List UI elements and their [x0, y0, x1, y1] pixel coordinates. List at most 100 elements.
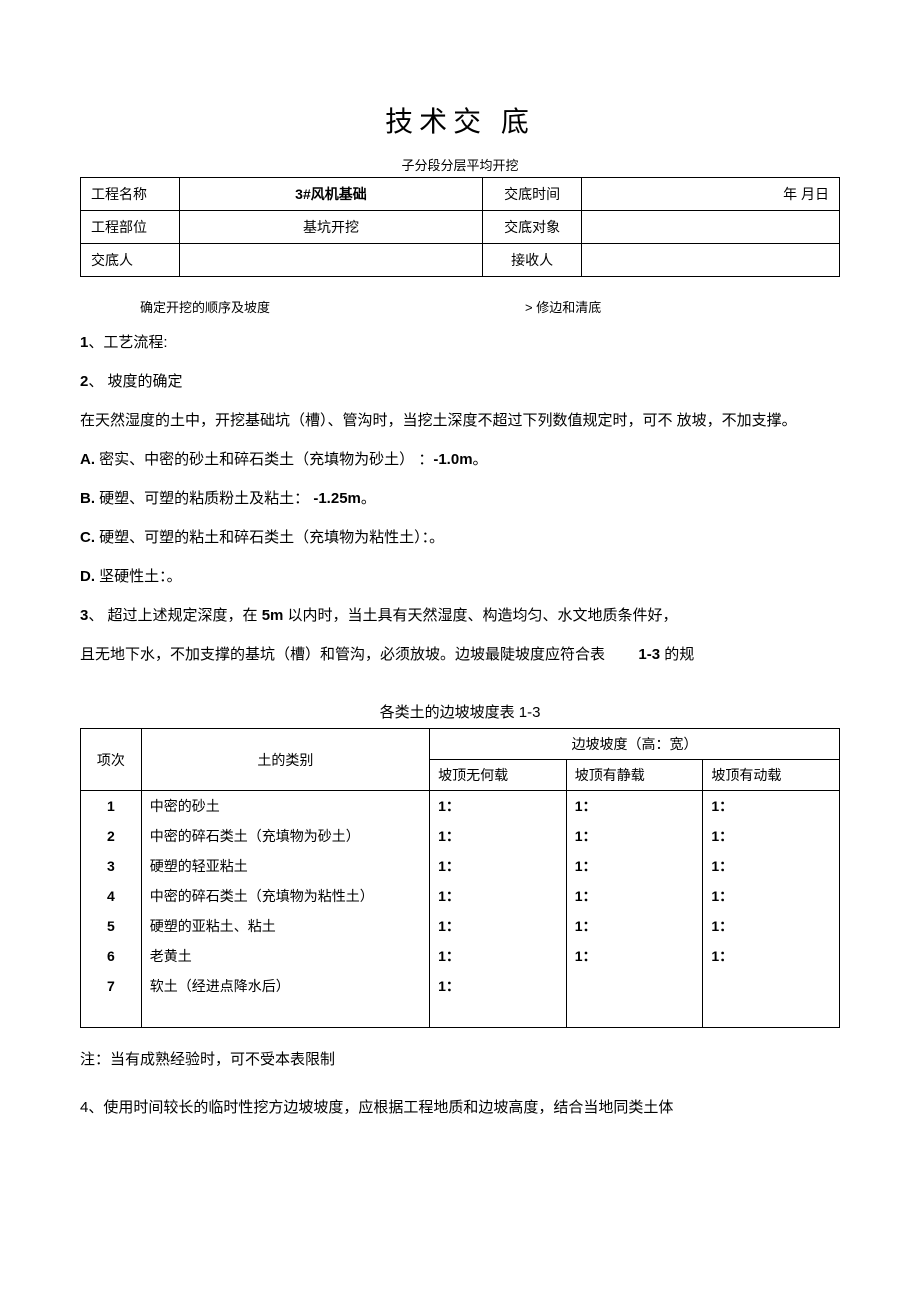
table-row: 3 硬塑的轻亚粘土 1： 1： 1：: [81, 851, 840, 881]
cell-val: [703, 1001, 840, 1028]
cell-val: 1：: [430, 881, 567, 911]
info-label: 接收人: [483, 244, 582, 277]
info-label: 交底对象: [483, 211, 582, 244]
num: A.: [80, 451, 95, 468]
text: 硬塑、可塑的粘土和碎石类土（充填物为粘性土）：。: [95, 529, 444, 546]
cell-val: 1：: [430, 851, 567, 881]
cell-type: 老黄土: [141, 941, 429, 971]
text: 、 超过上述规定深度，在: [88, 607, 261, 624]
val: -1.0m: [433, 451, 472, 468]
cell-val: 1：: [566, 881, 703, 911]
info-value: [179, 244, 483, 277]
text: 。: [361, 490, 376, 507]
info-value: [581, 244, 839, 277]
cell-val: 1：: [430, 941, 567, 971]
info-label: 工程名称: [81, 178, 180, 211]
cell-val: 1：: [566, 941, 703, 971]
table-row: 5 硬塑的亚粘土、粘土 1： 1： 1：: [81, 911, 840, 941]
text: 坚硬性土：。: [95, 568, 182, 585]
paragraph: 2、 坡度的确定: [80, 365, 840, 398]
info-table: 工程名称 3#风机基础 交底时间 年 月日 工程部位 基坑开挖 交底对象 交底人…: [80, 177, 840, 277]
info-label: 交底时间: [483, 178, 582, 211]
cell-type: 中密的碎石类土（充填物为粘性土）: [141, 881, 429, 911]
text: 密实、中密的砂土和碎石类土（充填物为砂土） ：: [95, 451, 433, 468]
val: -1.25m: [313, 490, 361, 507]
col-header: 坡顶有静载: [566, 760, 703, 791]
cell-val: 1：: [566, 851, 703, 881]
page-title: 技术交 底: [80, 100, 840, 140]
text: 。: [473, 451, 488, 468]
cell-type: 硬塑的亚粘土、粘土: [141, 911, 429, 941]
table-row: 7 软土（经进点降水后） 1：: [81, 971, 840, 1001]
table-row: 项次 土的类别 边坡坡度（高：宽）: [81, 729, 840, 760]
paragraph: D. 坚硬性土：。: [80, 560, 840, 593]
cell-val: 1：: [703, 821, 840, 851]
num: C.: [80, 529, 95, 546]
col-header: 坡顶有动载: [703, 760, 840, 791]
cell-val: 1：: [703, 851, 840, 881]
cell-type: 软土（经进点降水后）: [141, 971, 429, 1001]
cell-val: 1：: [430, 911, 567, 941]
cell-val: [430, 1001, 567, 1028]
info-value: 基坑开挖: [179, 211, 483, 244]
col-header: 项次: [81, 729, 142, 791]
cell-val: [566, 1001, 703, 1028]
paragraph: 3、 超过上述规定深度，在 5m 以内时，当土具有天然湿度、构造均匀、水文地质条…: [80, 599, 840, 632]
table-row: 6 老黄土 1： 1： 1：: [81, 941, 840, 971]
info-label: 交底人: [81, 244, 180, 277]
cell-val: 1：: [430, 791, 567, 822]
text: 、工艺流程:: [88, 334, 167, 351]
text: 硬塑、可塑的粘质粉土及粘土：: [95, 490, 313, 507]
text: 且无地下水，不加支撑的基坑（槽）和管沟，必须放坡。边坡最陡坡度应符合表: [80, 646, 605, 663]
cell-idx: 5: [81, 911, 142, 941]
cell-val: 1：: [566, 911, 703, 941]
cell-idx: 3: [81, 851, 142, 881]
table-row: 2 中密的碎石类土（充填物为砂土） 1： 1： 1：: [81, 821, 840, 851]
hint-right: > 修边和清底: [525, 297, 840, 316]
paragraph: C. 硬塑、可塑的粘土和碎石类土（充填物为粘性土）：。: [80, 521, 840, 554]
info-value: [581, 211, 839, 244]
text: 、 坡度的确定: [88, 373, 182, 390]
cell-val: 1：: [703, 941, 840, 971]
table2-title: 各类土的边坡坡度表 1-3: [80, 701, 840, 722]
table-row: 1 中密的砂土 1： 1： 1：: [81, 791, 840, 822]
val: 1-3: [638, 646, 660, 663]
cell-val: [703, 971, 840, 1001]
table-row: 工程名称 3#风机基础 交底时间 年 月日: [81, 178, 840, 211]
cell-idx: 7: [81, 971, 142, 1001]
slope-table: 项次 土的类别 边坡坡度（高：宽） 坡顶无何载 坡顶有静载 坡顶有动载 1 中密…: [80, 728, 840, 1028]
table-note: 注：当有成熟经验时，可不受本表限制: [80, 1043, 840, 1076]
cell-val: 1：: [566, 791, 703, 822]
text: 、使用时间较长的临时性挖方边坡坡度，应根据工程地质和边坡高度，结合当地同类土体: [88, 1099, 673, 1116]
cell-val: 1：: [430, 821, 567, 851]
num: B.: [80, 490, 95, 507]
cell-idx: 6: [81, 941, 142, 971]
cell-val: 1：: [430, 971, 567, 1001]
table-row: [81, 1001, 840, 1028]
cell-type: 中密的碎石类土（充填物为砂土）: [141, 821, 429, 851]
text: 的规: [660, 646, 694, 663]
cell-idx: [81, 1001, 142, 1028]
cell-val: 1：: [566, 821, 703, 851]
cell-idx: 2: [81, 821, 142, 851]
cell-val: 1：: [703, 881, 840, 911]
info-label: 工程部位: [81, 211, 180, 244]
subtitle: 子分段分层平均开挖: [80, 155, 840, 174]
paragraph: 在天然湿度的土中，开挖基础坑（槽）、管沟时，当挖土深度不超过下列数值规定时，可不…: [80, 404, 840, 437]
cell-type: 硬塑的轻亚粘土: [141, 851, 429, 881]
col-header-span: 边坡坡度（高：宽）: [430, 729, 840, 760]
paragraph: A. 密实、中密的砂土和碎石类土（充填物为砂土） ：-1.0m。: [80, 443, 840, 476]
cell-idx: 4: [81, 881, 142, 911]
table-row: 工程部位 基坑开挖 交底对象: [81, 211, 840, 244]
paragraph: 且无地下水，不加支撑的基坑（槽）和管沟，必须放坡。边坡最陡坡度应符合表 1-3 …: [80, 638, 840, 671]
cell-type: 中密的砂土: [141, 791, 429, 822]
paragraph: B. 硬塑、可塑的粘质粉土及粘土： -1.25m。: [80, 482, 840, 515]
info-value: 3#风机基础: [179, 178, 483, 211]
cell-type: [141, 1001, 429, 1028]
text: 以内时，当土具有天然湿度、构造均匀、水文地质条件好，: [283, 607, 677, 624]
num: D.: [80, 568, 95, 585]
cell-val: 1：: [703, 911, 840, 941]
cell-val: [566, 971, 703, 1001]
val: 5m: [262, 607, 284, 624]
hint-left: 确定开挖的顺序及坡度: [140, 297, 525, 316]
